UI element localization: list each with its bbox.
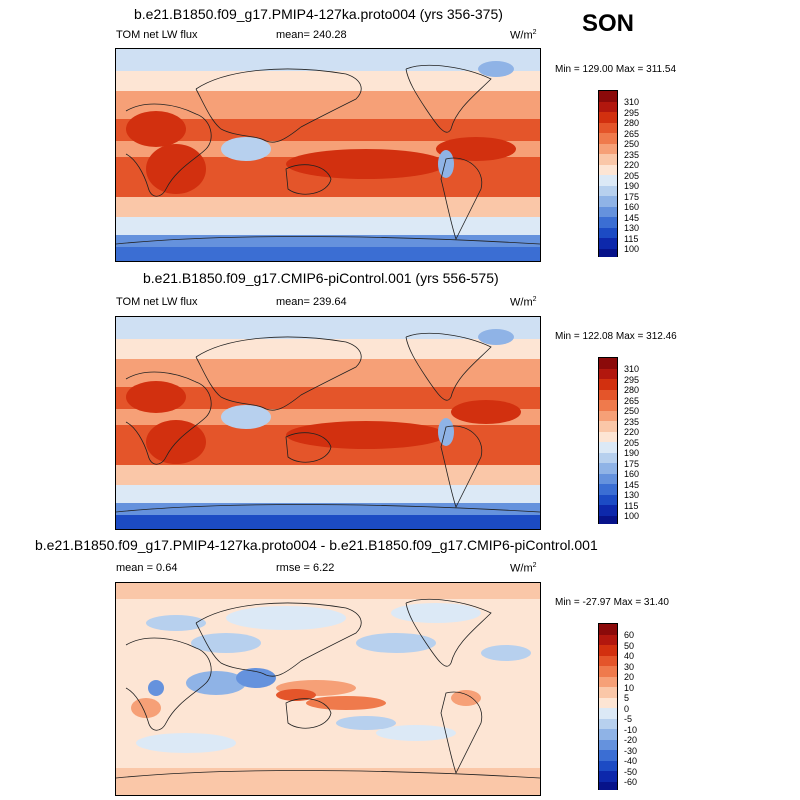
panel1-colorbar-tick: 280 bbox=[624, 118, 640, 128]
panel2-map bbox=[115, 316, 541, 530]
panel3-colorbar-tick: -20 bbox=[624, 735, 638, 745]
panel2-colorbar-tick: 310 bbox=[624, 364, 640, 374]
panel3-minmax: Min = -27.97 Max = 31.40 bbox=[555, 597, 669, 608]
panel3-colorbar-tick: -50 bbox=[624, 767, 638, 777]
panel1-colorbar-tick: 100 bbox=[624, 244, 640, 254]
panel3-map bbox=[115, 582, 541, 796]
panel1-colorbar-tick: 175 bbox=[624, 192, 640, 202]
panel2-colorbar-tick: 190 bbox=[624, 448, 640, 458]
panel2-colorbar-tick: 205 bbox=[624, 438, 640, 448]
panel1-colorbar-tick: 145 bbox=[624, 213, 640, 223]
panel2-units: W/m2 bbox=[510, 296, 537, 309]
panel2-colorbar-tick: 100 bbox=[624, 511, 640, 521]
panel2-map-field bbox=[116, 317, 540, 529]
panel1-colorbar-tick: 205 bbox=[624, 171, 640, 181]
panel1-minmax: Min = 129.00 Max = 311.54 bbox=[555, 64, 677, 75]
panel3-colorbar-tick: -30 bbox=[624, 746, 638, 756]
panel1-colorbar-tick: 160 bbox=[624, 202, 640, 212]
panel1-colorbar-tick: 295 bbox=[624, 108, 640, 118]
panel2-variable-label: TOM net LW flux bbox=[116, 296, 198, 308]
panel3-rmse-label: rmse = 6.22 bbox=[276, 562, 335, 574]
panel1-colorbar-tick: 220 bbox=[624, 160, 640, 170]
panel2-colorbar-tick: 160 bbox=[624, 469, 640, 479]
panel3-units: W/m2 bbox=[510, 562, 537, 575]
panel2-title: b.e21.B1850.f09_g17.CMIP6-piControl.001 … bbox=[143, 270, 499, 286]
panel1-title: b.e21.B1850.f09_g17.PMIP4-127ka.proto004… bbox=[134, 6, 503, 22]
panel2-colorbar-tick: 220 bbox=[624, 427, 640, 437]
panel1-colorbar-tick: 250 bbox=[624, 139, 640, 149]
panel1-units: W/m2 bbox=[510, 29, 537, 42]
panel2-colorbar-tick: 115 bbox=[624, 501, 639, 511]
panel2-colorbar-tick: 235 bbox=[624, 417, 640, 427]
panel3-colorbar-tick: 40 bbox=[624, 651, 635, 661]
panel2-minmax: Min = 122.08 Max = 312.46 bbox=[555, 331, 677, 342]
panel1-colorbar bbox=[598, 90, 618, 257]
panel3-colorbar-tick: -5 bbox=[624, 714, 633, 724]
panel1-colorbar-tick: 310 bbox=[624, 97, 640, 107]
panel3-colorbar bbox=[598, 623, 618, 790]
panel2-mean-label: mean= 239.64 bbox=[276, 296, 347, 308]
panel1-colorbar-tick: 265 bbox=[624, 129, 640, 139]
panel3-map-field bbox=[116, 583, 540, 795]
panel3-colorbar-tick: -40 bbox=[624, 756, 638, 766]
panel3-title: b.e21.B1850.f09_g17.PMIP4-127ka.proto004… bbox=[35, 537, 598, 553]
panel3-colorbar-tick: -10 bbox=[624, 725, 638, 735]
panel1-mean-label: mean= 240.28 bbox=[276, 29, 347, 41]
panel2-colorbar-tick: 130 bbox=[624, 490, 640, 500]
panel3-colorbar-tick: 5 bbox=[624, 693, 630, 703]
panel3-mean-label: mean = 0.64 bbox=[116, 562, 178, 574]
panel2-colorbar-tick: 295 bbox=[624, 375, 640, 385]
panel2-colorbar-tick: 175 bbox=[624, 459, 640, 469]
panel2-colorbar-tick: 145 bbox=[624, 480, 640, 490]
panel3-colorbar-tick: -60 bbox=[624, 777, 638, 787]
panel3-colorbar-tick: 60 bbox=[624, 630, 635, 640]
panel2-colorbar-tick: 265 bbox=[624, 396, 640, 406]
panel2-colorbar-tick: 250 bbox=[624, 406, 640, 416]
season-label: SON bbox=[582, 10, 635, 37]
panel1-map bbox=[115, 48, 541, 262]
panel3-colorbar-tick: 10 bbox=[624, 683, 635, 693]
panel1-variable-label: TOM net LW flux bbox=[116, 29, 198, 41]
panel3-colorbar-tick: 30 bbox=[624, 662, 635, 672]
panel1-colorbar-tick: 130 bbox=[624, 223, 640, 233]
panel3-colorbar-tick: 0 bbox=[624, 704, 630, 714]
panel1-colorbar-tick: 190 bbox=[624, 181, 640, 191]
panel2-colorbar bbox=[598, 357, 618, 524]
panel3-colorbar-tick: 50 bbox=[624, 641, 635, 651]
panel1-map-field bbox=[116, 49, 540, 261]
panel3-colorbar-tick: 20 bbox=[624, 672, 635, 682]
panel1-colorbar-tick: 235 bbox=[624, 150, 640, 160]
panel1-colorbar-tick: 115 bbox=[624, 234, 639, 244]
panel2-colorbar-tick: 280 bbox=[624, 385, 640, 395]
